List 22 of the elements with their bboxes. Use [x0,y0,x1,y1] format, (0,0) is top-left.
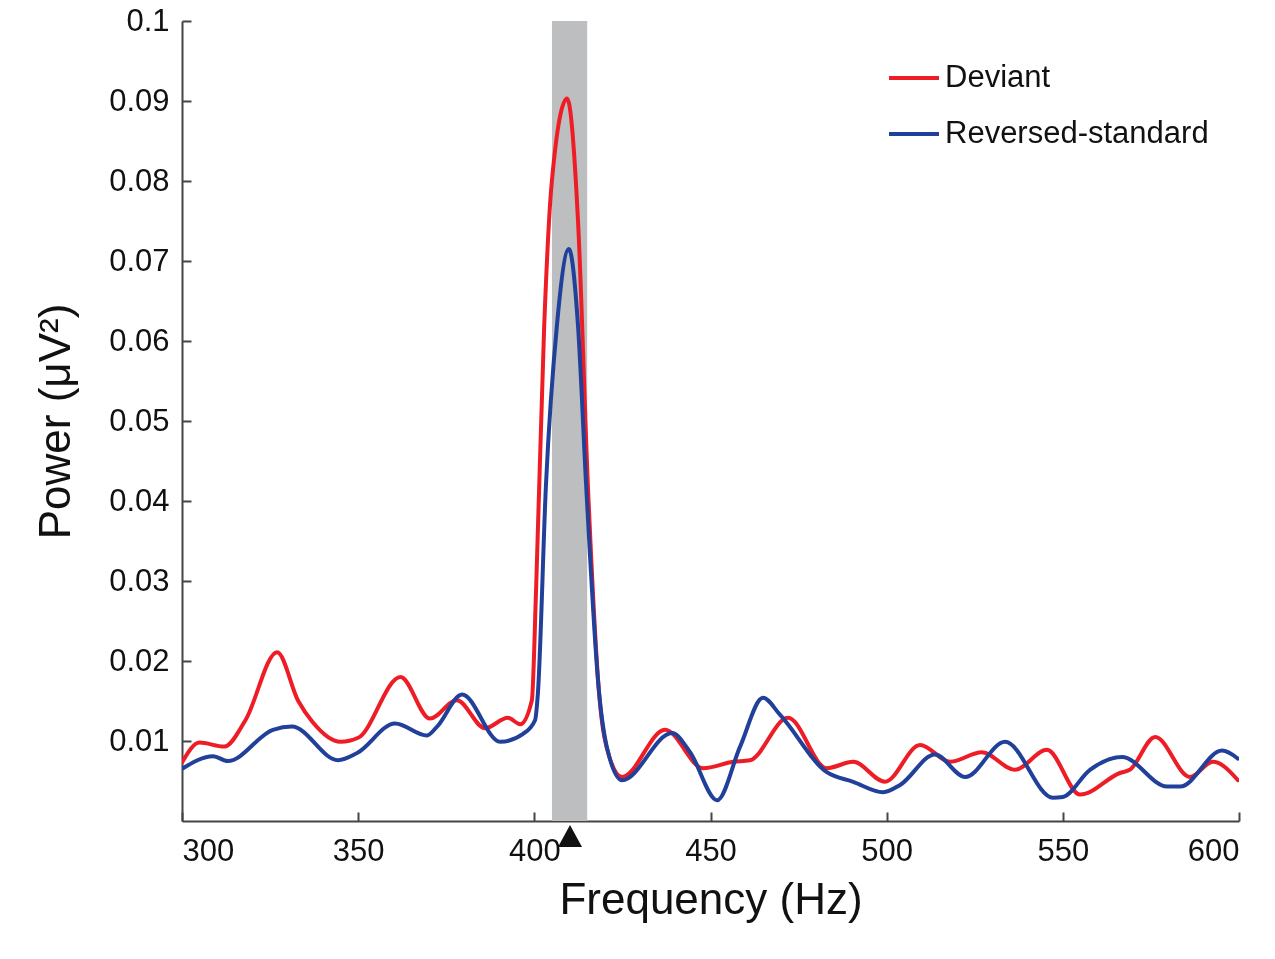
y-tick-label: 0.06 [109,322,170,358]
y-axis-title: Power (μV²) [30,303,80,540]
x-tick-label: 400 [508,832,561,868]
x-tick-label: 500 [861,832,914,868]
y-tick-label: 0.09 [109,82,170,118]
y-tick-label: 0.05 [109,402,170,438]
x-tick-label: 600 [1187,832,1240,868]
y-tick-label: 0.08 [109,162,170,198]
y-tick-label: 0.07 [109,242,170,278]
y-tick-label: 0.01 [109,722,170,758]
y-tick-label: 0.04 [109,482,170,518]
x-tick-label: 300 [182,832,235,868]
line-series [182,247,1239,803]
y-tick-label: 0.03 [109,562,170,598]
x-tick-label: 350 [332,832,385,868]
y-tick-label: 0.02 [109,642,170,678]
x-axis-title: Frequency (Hz) [559,873,863,923]
x-tick-label: 550 [1037,832,1090,868]
x-tick-label: 450 [685,832,737,868]
legend-label: Reversed-standard [945,115,1209,150]
y-tick-label: 0.1 [126,2,170,38]
legend-label: Deviant [945,59,1051,94]
